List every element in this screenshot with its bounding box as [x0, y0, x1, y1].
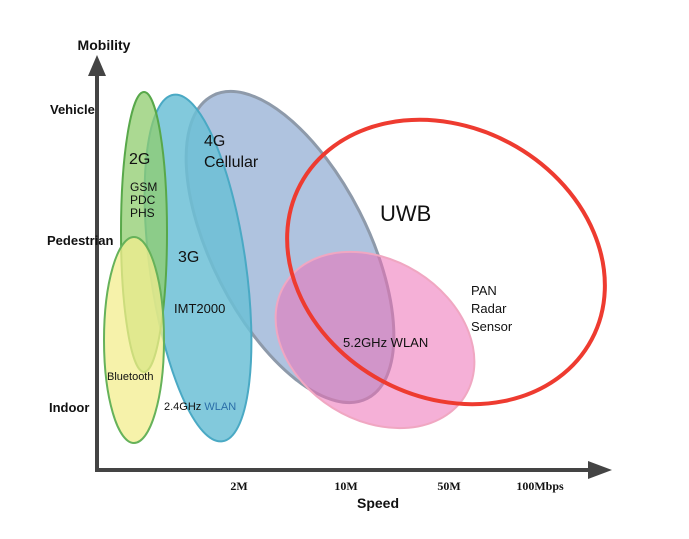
- label-imt2000: IMT2000: [174, 301, 225, 316]
- region-5-2ghz-wlan: [274, 250, 476, 430]
- label-3g: 3G: [178, 249, 199, 266]
- y-axis-title: Mobility: [78, 37, 131, 53]
- label-pan: PAN: [471, 283, 497, 298]
- x-tick-2m: 2M: [230, 479, 247, 493]
- x-tick-100mbps: 100Mbps: [516, 479, 564, 493]
- region-bluetooth: [103, 236, 165, 444]
- x-tick-50m: 50M: [437, 479, 460, 493]
- y-level-vehicle: Vehicle: [50, 102, 95, 117]
- label-2-4ghz-wlan: 2.4GHz WLAN: [164, 401, 236, 413]
- x-axis-title: Speed: [357, 495, 399, 511]
- label-uwb: UWB: [380, 201, 431, 226]
- label-cellular: Cellular: [204, 154, 259, 171]
- y-axis-arrowhead: [88, 55, 106, 76]
- y-level-pedestrian: Pedestrian: [47, 233, 114, 248]
- x-axis-arrowhead: [588, 461, 612, 479]
- x-tick-10m: 10M: [334, 479, 357, 493]
- y-level-indoor: Indoor: [49, 400, 89, 415]
- label-bluetooth: Bluetooth: [107, 371, 153, 383]
- label-gsm: GSM: [130, 180, 157, 194]
- label-5-2ghz-wlan: 5.2GHz WLAN: [343, 335, 428, 350]
- label-radar: Radar: [471, 301, 507, 316]
- region-uwb: [285, 117, 607, 407]
- label-phs: PHS: [130, 206, 155, 220]
- label-pdc: PDC: [130, 193, 156, 207]
- label-4g: 4G: [204, 133, 225, 150]
- label-2g: 2G: [129, 151, 150, 168]
- label-sensor: Sensor: [471, 319, 513, 334]
